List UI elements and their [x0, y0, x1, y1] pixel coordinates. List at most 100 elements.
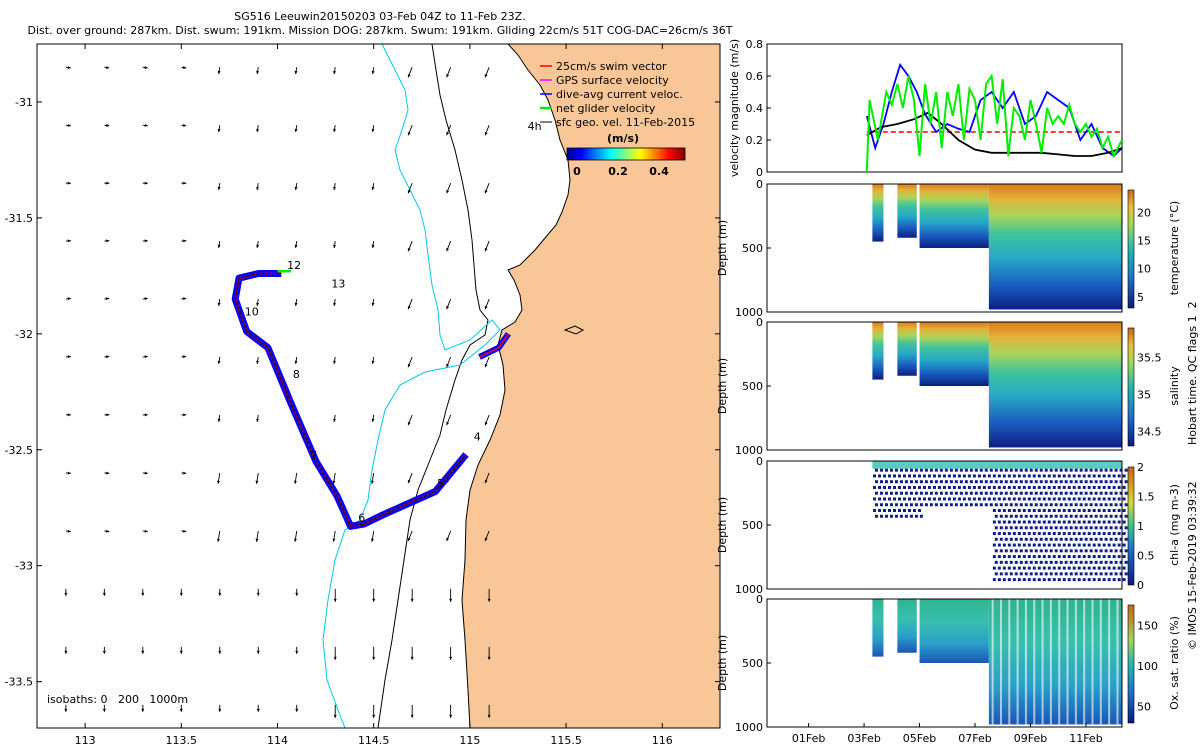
chl-sample	[1029, 514, 1033, 518]
chl-sample	[909, 491, 913, 495]
chl-sample	[1037, 566, 1041, 570]
geo-vector-head	[484, 305, 488, 310]
chl-sample	[969, 503, 973, 507]
chlorophyll-ytick-label: 1000	[735, 583, 763, 596]
chl-sample	[1092, 555, 1096, 559]
chl-sample	[1022, 509, 1026, 512]
chl-sample	[1044, 468, 1048, 472]
chl-sample	[874, 468, 878, 472]
chl-sample	[1097, 555, 1101, 559]
chl-sample	[1029, 526, 1033, 530]
chl-sample	[1062, 543, 1066, 547]
chl-sample	[1057, 485, 1061, 489]
chl-sample	[1012, 578, 1016, 582]
chl-sample	[1107, 509, 1111, 512]
chl-sample	[1042, 509, 1046, 512]
geo-vector-head	[67, 123, 71, 127]
oxygen-ytick-label: 500	[742, 657, 763, 670]
geo-vector-head	[295, 592, 299, 596]
chl-sample	[974, 480, 978, 484]
geo-vector-head	[407, 190, 411, 194]
chl-sample	[1007, 485, 1011, 489]
vel-ytick-label: 0.2	[746, 134, 764, 147]
chl-sample	[1002, 555, 1006, 559]
chl-sample	[1089, 526, 1093, 530]
geo-vector-head	[141, 592, 145, 596]
chl-sample	[1112, 520, 1116, 524]
chl-sample	[959, 503, 963, 507]
map-panel: 113 113.5 114 114.5 115 115.5 116 -31 -31.5 -32 -3…	[5, 43, 721, 747]
chl-sample	[1102, 578, 1106, 582]
chl-sample	[1062, 520, 1066, 524]
chl-sample	[909, 468, 913, 472]
chl-sample	[974, 503, 978, 507]
geo-vector-head	[256, 70, 260, 75]
oxygen-gap	[1041, 599, 1044, 725]
chl-sample	[879, 480, 883, 484]
chl-sample	[997, 474, 1001, 478]
chl-sample	[894, 514, 898, 518]
time-tick-label: 07Feb	[958, 732, 991, 745]
colorbar-tick-2: 0.4	[649, 165, 669, 178]
day-label: 7	[310, 449, 317, 462]
chl-sample	[879, 514, 883, 518]
chl-sample	[1082, 497, 1086, 501]
chl-sample	[999, 491, 1003, 495]
chl-sample	[1119, 468, 1123, 472]
map-frame	[36, 43, 721, 729]
chl-sample	[888, 474, 892, 478]
geo-vector-head	[449, 714, 453, 718]
geo-vector-head	[372, 598, 376, 602]
geo-vector-head	[67, 355, 71, 359]
geo-vector-head	[372, 714, 376, 718]
chl-sample	[929, 480, 933, 484]
chl-sample	[1122, 543, 1126, 547]
geo-vector-head	[333, 598, 337, 602]
geo-vector-head	[183, 471, 187, 475]
chl-sample	[1002, 497, 1006, 501]
chl-sample	[1059, 549, 1063, 553]
chl-sample	[912, 509, 916, 512]
chl-sample	[874, 491, 878, 495]
chl-sample	[1057, 509, 1061, 512]
chl-sample	[1004, 480, 1008, 484]
chl-sample	[1054, 480, 1058, 484]
chl-sample	[1054, 491, 1058, 495]
chl-sample	[1034, 480, 1038, 484]
chl-sample	[1092, 497, 1096, 501]
chl-sample	[1002, 532, 1006, 536]
salinity-colorbar-tick: 35	[1137, 388, 1151, 401]
chl-sample	[1042, 566, 1046, 570]
velocity-y-ticks: 0 0.2 0.4 0.6 0.8	[746, 38, 771, 179]
chl-sample	[1062, 566, 1066, 570]
chlorophyll-bg	[767, 461, 1122, 589]
chl-sample	[997, 509, 1001, 512]
chl-sample	[1002, 566, 1006, 570]
chl-sample	[1037, 555, 1041, 559]
chl-sample	[1114, 526, 1118, 530]
chl-sample	[873, 497, 877, 501]
chl-sample	[1014, 537, 1018, 541]
chl-sample	[994, 549, 998, 553]
salinity-panel: 0 500 1000 Depth (m) 34.5 35 35.5 salinity	[716, 316, 1181, 457]
map-xtick-label: 115	[459, 734, 480, 747]
chl-sample	[1087, 578, 1091, 582]
chl-sample	[1014, 468, 1018, 472]
geo-vector-head	[144, 297, 148, 301]
chl-sample	[874, 480, 878, 484]
chl-sample	[979, 491, 983, 495]
chl-sample	[1007, 509, 1011, 512]
chl-sample	[1029, 503, 1033, 507]
chl-sample	[1017, 497, 1021, 501]
geo-vector-head	[256, 186, 260, 191]
chl-sample	[1039, 491, 1043, 495]
chl-sample	[1069, 514, 1073, 518]
legend-geo-label: sfc geo. vel. 11-Feb-2015	[556, 116, 695, 129]
chl-sample	[1082, 509, 1086, 512]
chl-sample	[1097, 509, 1101, 512]
chl-sample	[1002, 509, 1006, 512]
chl-sample	[1122, 555, 1126, 559]
imos-credit: © IMOS 15-Feb-2019 03:39:32	[1186, 481, 1199, 650]
chl-sample	[1047, 474, 1051, 478]
chl-sample	[1104, 572, 1108, 576]
